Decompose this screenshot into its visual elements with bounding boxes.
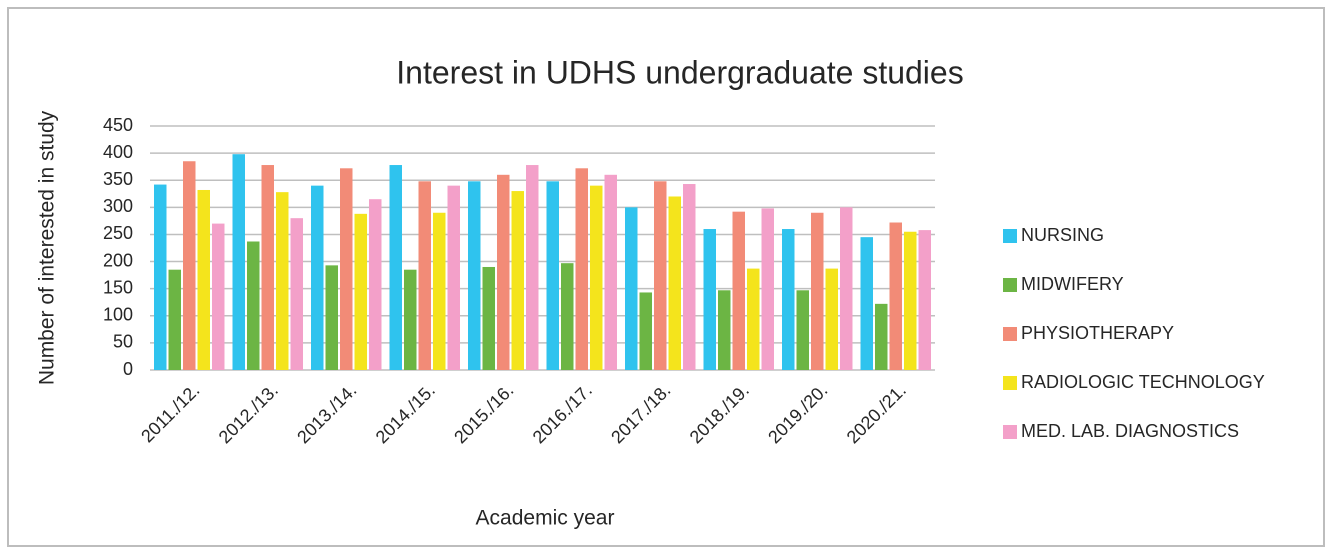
bar (747, 268, 760, 370)
bar (369, 199, 382, 370)
bar (482, 266, 495, 370)
bar (232, 154, 245, 370)
bar (290, 218, 303, 370)
bar (703, 229, 716, 370)
bar (325, 265, 338, 370)
bar (590, 185, 603, 370)
legend-label: RADIOLOGIC TECHNOLOGY (1021, 372, 1265, 392)
bar (904, 231, 917, 370)
legend-label: NURSING (1021, 225, 1104, 245)
bar (683, 184, 696, 370)
bar (404, 269, 417, 370)
bar (261, 165, 274, 370)
bar (418, 181, 431, 370)
bar (825, 268, 838, 370)
bar (782, 229, 795, 370)
legend-swatch (1003, 327, 1017, 341)
y-tick-label: 100 (103, 305, 133, 325)
bar (918, 230, 931, 370)
legend-swatch (1003, 278, 1017, 292)
y-tick-label: 350 (103, 169, 133, 189)
bar (625, 207, 638, 370)
bar (433, 212, 446, 370)
bar (718, 290, 731, 370)
bar (889, 222, 902, 370)
legend-label: MIDWIFERY (1021, 274, 1124, 294)
bar (468, 181, 481, 370)
y-tick-label: 200 (103, 250, 133, 270)
bar (340, 168, 353, 370)
bar (212, 223, 225, 370)
bar (639, 292, 652, 370)
bar (168, 269, 181, 370)
bar (154, 184, 167, 370)
y-tick-label: 400 (103, 142, 133, 162)
chart-title: Interest in UDHS undergraduate studies (396, 54, 963, 90)
y-tick-label: 250 (103, 223, 133, 243)
bar (497, 174, 510, 370)
legend-swatch (1003, 376, 1017, 390)
bar (311, 185, 324, 370)
bar (875, 303, 888, 370)
bar (354, 213, 367, 370)
y-axis-label: Number of interested in study (36, 110, 59, 385)
y-tick-label: 300 (103, 196, 133, 216)
bar (796, 290, 809, 370)
legend-label: PHYSIOTHERAPY (1021, 323, 1174, 343)
bar (546, 181, 559, 370)
bar (732, 211, 745, 370)
bar (811, 212, 824, 370)
bar (860, 237, 873, 370)
y-tick-label: 0 (123, 359, 133, 379)
legend-label: MED. LAB. DIAGNOSTICS (1021, 421, 1239, 441)
bar (197, 189, 210, 370)
bar (604, 174, 617, 370)
legend-swatch (1003, 229, 1017, 243)
y-tick-label: 150 (103, 277, 133, 297)
bar (511, 191, 524, 370)
y-tick-label: 50 (113, 332, 133, 352)
bar (561, 263, 574, 370)
bar (840, 207, 853, 370)
bar (447, 185, 460, 370)
y-tick-label: 450 (103, 115, 133, 135)
bar (389, 165, 402, 370)
bar (183, 161, 196, 370)
bar (526, 165, 539, 370)
bar (668, 196, 681, 370)
bar (575, 168, 588, 370)
bar (276, 192, 289, 370)
bar (654, 181, 667, 370)
x-axis-label: Academic year (476, 507, 615, 530)
bar (247, 241, 260, 370)
bar (761, 208, 774, 370)
legend-swatch (1003, 425, 1017, 439)
